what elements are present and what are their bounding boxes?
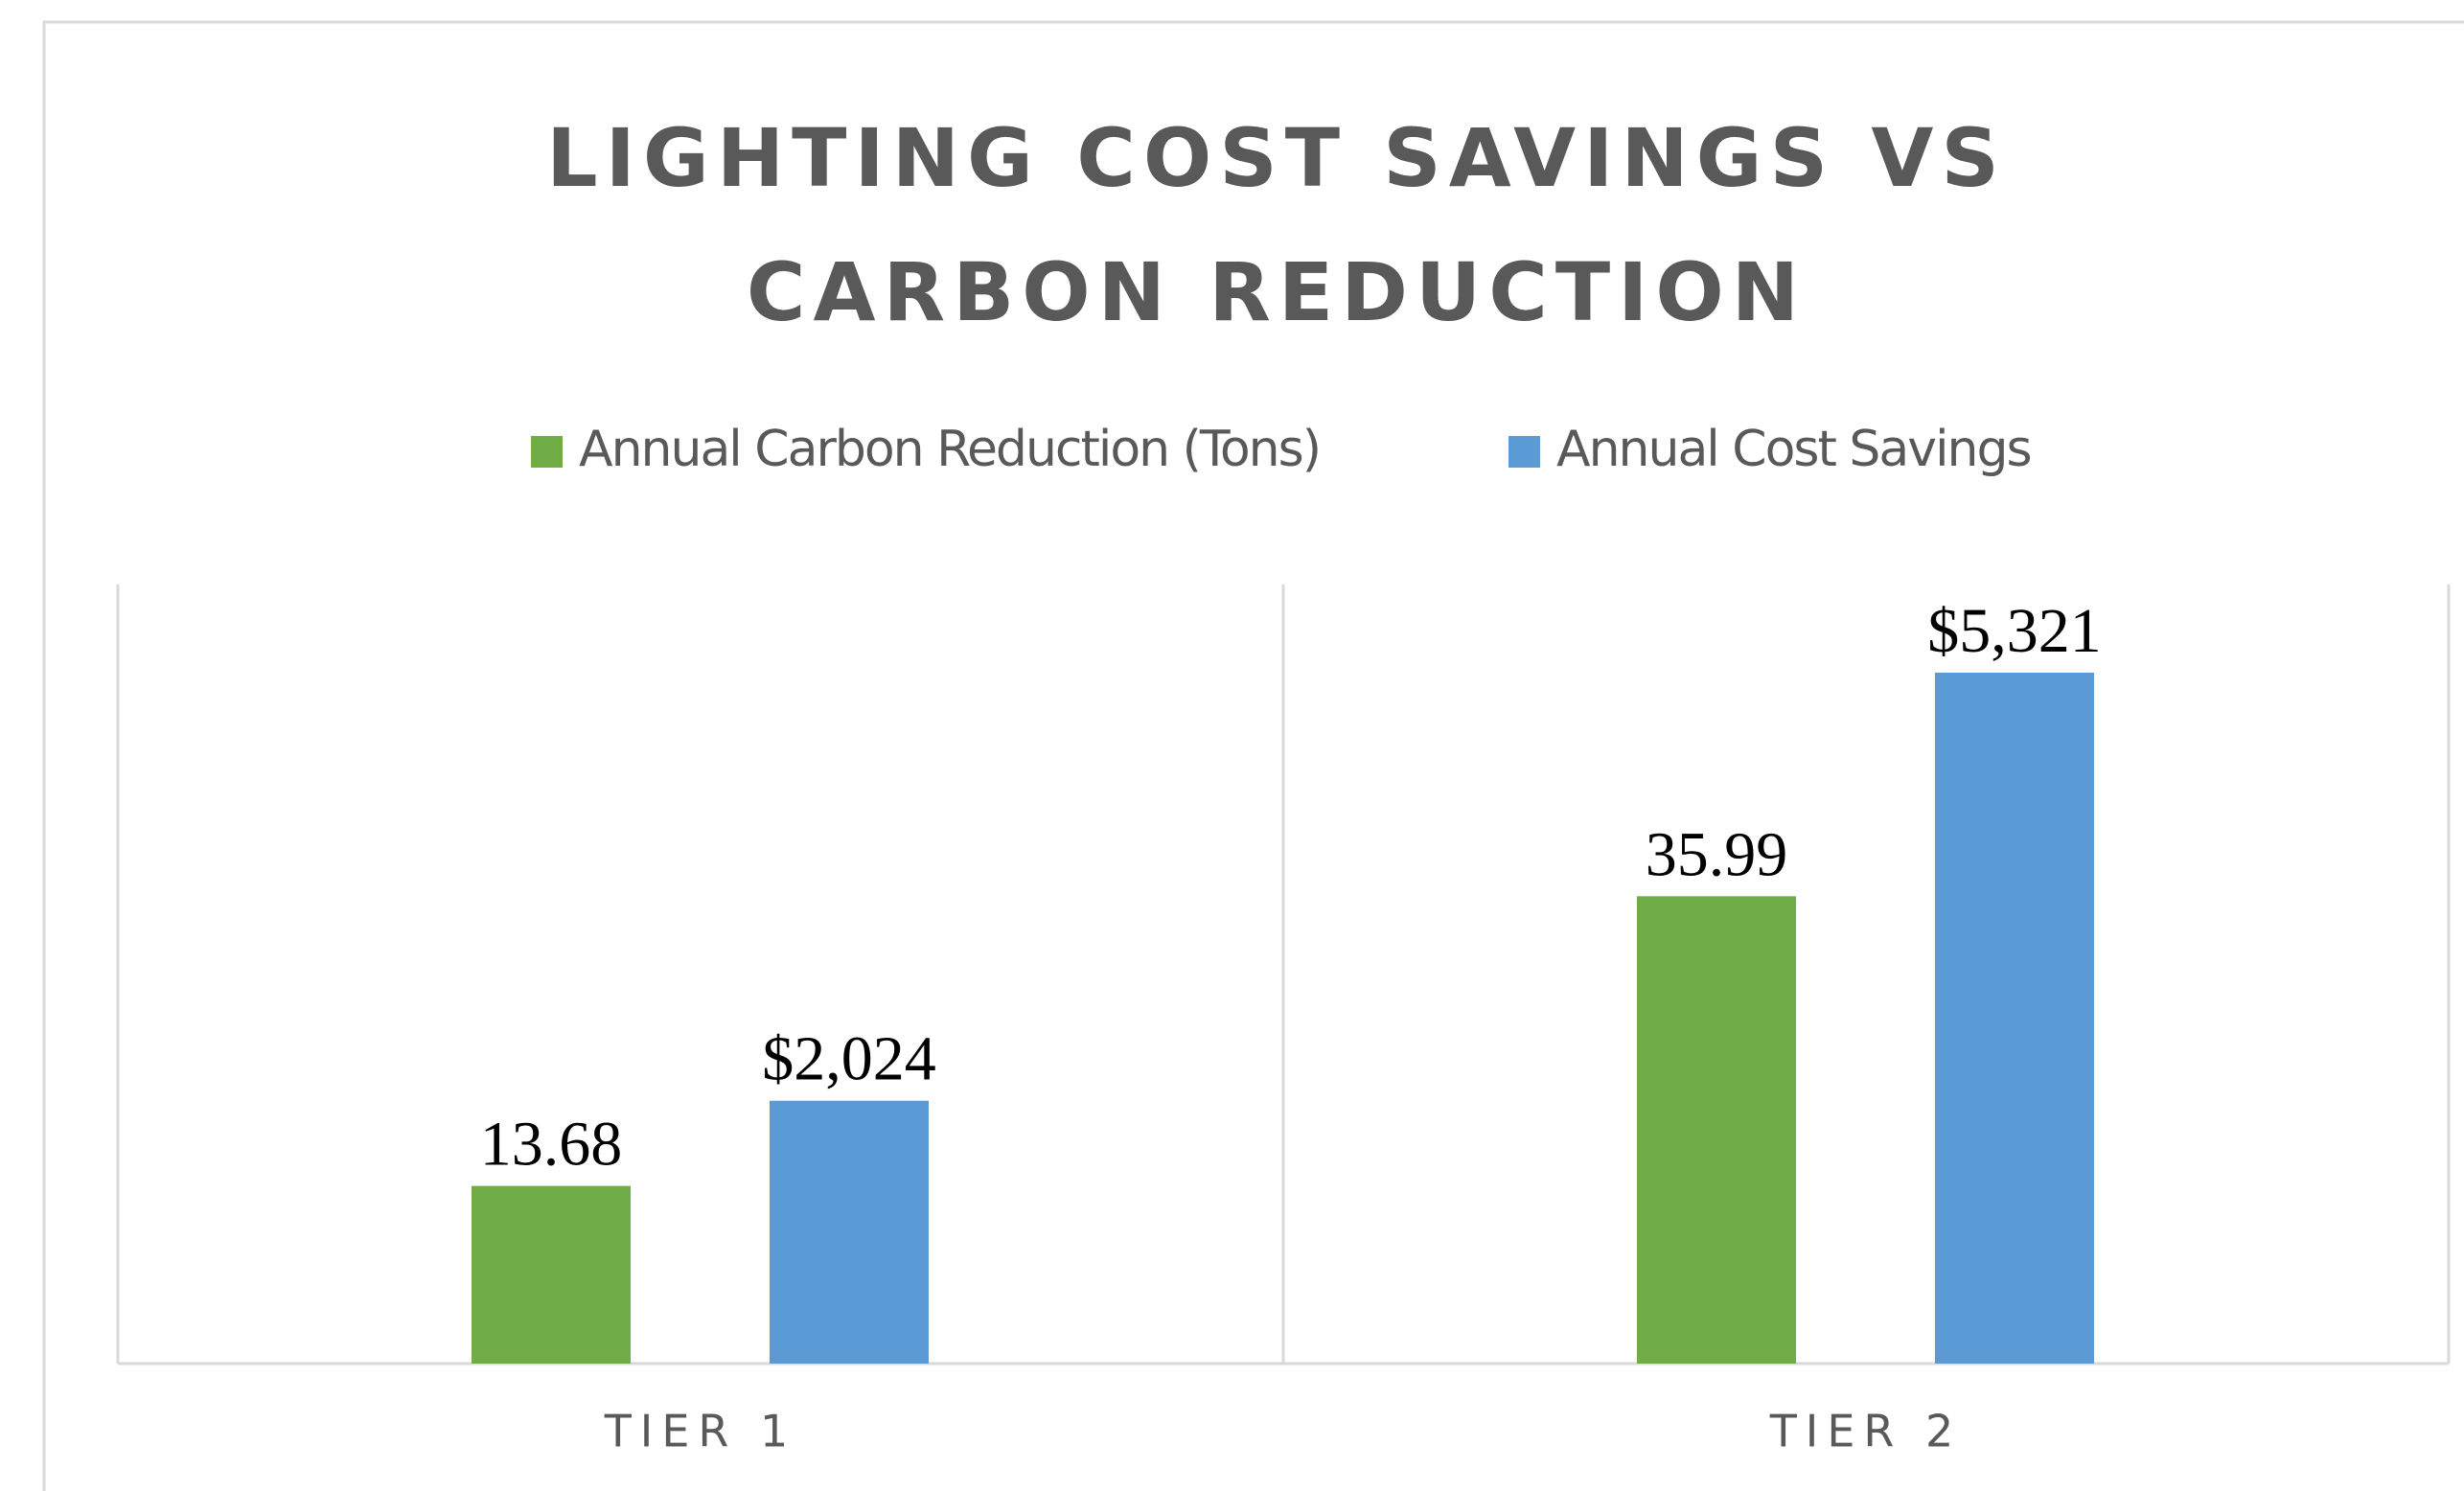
chart-frame — [42, 20, 2464, 1491]
data-label: 35.99 — [1646, 819, 1788, 889]
data-label: $5,321 — [1927, 596, 2102, 666]
data-label: 13.68 — [480, 1110, 623, 1180]
legend-label: Annual Carbon Reduction (Tons) — [579, 421, 1320, 478]
legend-swatch — [1508, 436, 1540, 468]
chart-title: LIGHTING COST SAVINGS VS CARBON REDUCTIO… — [546, 111, 2007, 339]
x-tick-label: TIER 1 — [604, 1406, 797, 1457]
legend-label: Annual Cost Savings — [1556, 421, 2031, 478]
bar — [1935, 673, 2094, 1364]
legend-swatch — [531, 436, 563, 468]
bar — [472, 1185, 631, 1364]
data-label: $2,024 — [762, 1024, 936, 1094]
bar — [770, 1100, 929, 1364]
x-tick-label: TIER 2 — [1769, 1406, 1963, 1457]
bar — [1637, 896, 1796, 1364]
